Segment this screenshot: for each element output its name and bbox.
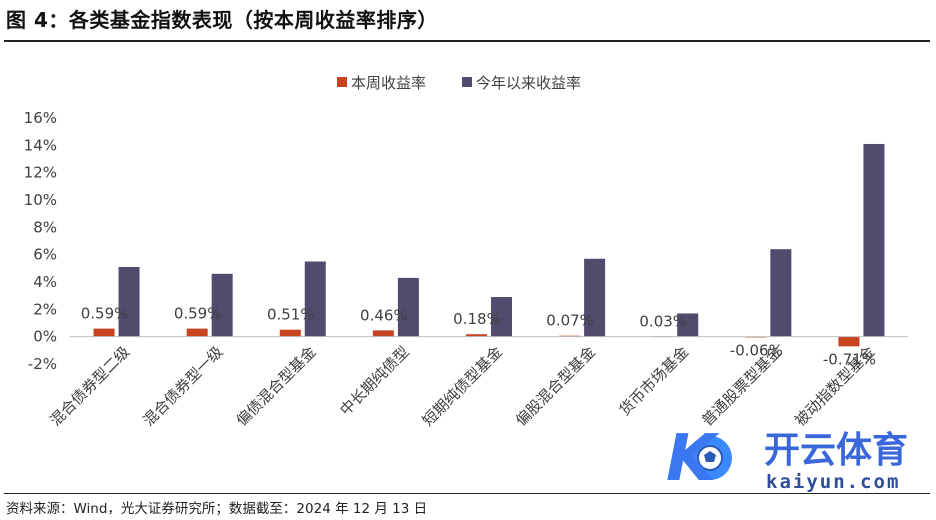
watermark-domain-text: kaiyun.com: [766, 471, 900, 493]
source-note: 资料来源：Wind，光大证券研究所；数据截至：2024 年 12 月 13 日: [6, 501, 428, 517]
bar-ytd-6: [677, 313, 699, 337]
category-label: 货币市场基金: [616, 343, 692, 419]
bar-weekly-1: [186, 328, 208, 337]
data-labels: 0.59% 0.59% 0.51% 0.46% 0.18% 0.07% 0.03% -0.06…: [81, 305, 876, 369]
category-label: 混合债券型一级: [140, 343, 227, 430]
data-label-weekly: 0.07%: [546, 312, 594, 330]
y-tick-label: -2%: [28, 355, 57, 373]
legend-label-weekly: 本周收益率: [351, 74, 426, 92]
data-label-weekly: -0.06%: [730, 341, 783, 359]
bar-ytd-8: [863, 143, 885, 337]
bar-chart: 本周收益率 今年以来收益率 16%14%12%10%8%6%4%2%0%-2% …: [24, 74, 908, 430]
bar-weekly-4: [466, 334, 487, 337]
bar-ytd-1: [211, 273, 233, 337]
bar-ytd-2: [304, 261, 326, 337]
bar-weekly-8: [838, 336, 860, 347]
chart-legend: 本周收益率 今年以来收益率: [337, 74, 581, 92]
legend-swatch-ytd: [462, 77, 472, 87]
legend-label-ytd: 今年以来收益率: [476, 74, 581, 92]
footer-divider: [4, 493, 930, 494]
data-label-weekly: 0.18%: [453, 310, 501, 328]
y-tick-label: 6%: [33, 246, 57, 264]
category-label: 偏股混合型基金: [512, 343, 599, 430]
bar-weekly-2: [279, 329, 301, 337]
watermark-brand-text: 开云体育: [764, 430, 908, 471]
y-tick-label: 14%: [24, 136, 57, 154]
legend-swatch-weekly: [337, 77, 347, 87]
bar-ytd-4: [491, 297, 512, 337]
y-tick-label: 0%: [33, 328, 57, 346]
data-label-weekly: -0.71%: [823, 350, 876, 368]
y-tick-label: 4%: [33, 273, 57, 291]
bar-weekly-3: [372, 330, 394, 337]
category-label: 中长期纯债型: [336, 343, 412, 419]
data-label-weekly: 0.59%: [81, 305, 129, 323]
data-label-weekly: 0.46%: [360, 306, 408, 324]
category-label: 偏债混合型基金: [233, 343, 320, 430]
bar-ytd-0: [118, 266, 140, 337]
y-tick-label: 12%: [24, 164, 57, 182]
bar-weekly-0: [93, 328, 115, 337]
data-label-weekly: 0.59%: [174, 305, 222, 323]
y-tick-label: 10%: [24, 191, 57, 209]
bar-ytd-3: [397, 277, 419, 337]
y-tick-label: 16%: [24, 109, 57, 127]
bars: [93, 143, 885, 347]
figure-title: 图 4：各类基金指数表现（按本周收益率排序）: [6, 8, 438, 32]
title-divider: [4, 40, 930, 42]
y-tick-label: 8%: [33, 218, 57, 236]
bar-ytd-7: [770, 249, 792, 337]
bar-ytd-5: [584, 258, 606, 337]
category-label: 短期纯债型基金: [419, 343, 506, 430]
y-tick-label: 2%: [33, 300, 57, 318]
category-label: 混合债券型二级: [46, 343, 133, 430]
data-label-weekly: 0.51%: [267, 306, 315, 324]
y-axis: 16% 14% 12% 10% 8% 6% 4% 2% 0% -2%: [24, 109, 57, 373]
watermark-logo: K 开云体育 kaiyun.com: [666, 422, 908, 496]
data-label-weekly: 0.03%: [639, 312, 687, 330]
logo-letter: K: [666, 422, 720, 496]
